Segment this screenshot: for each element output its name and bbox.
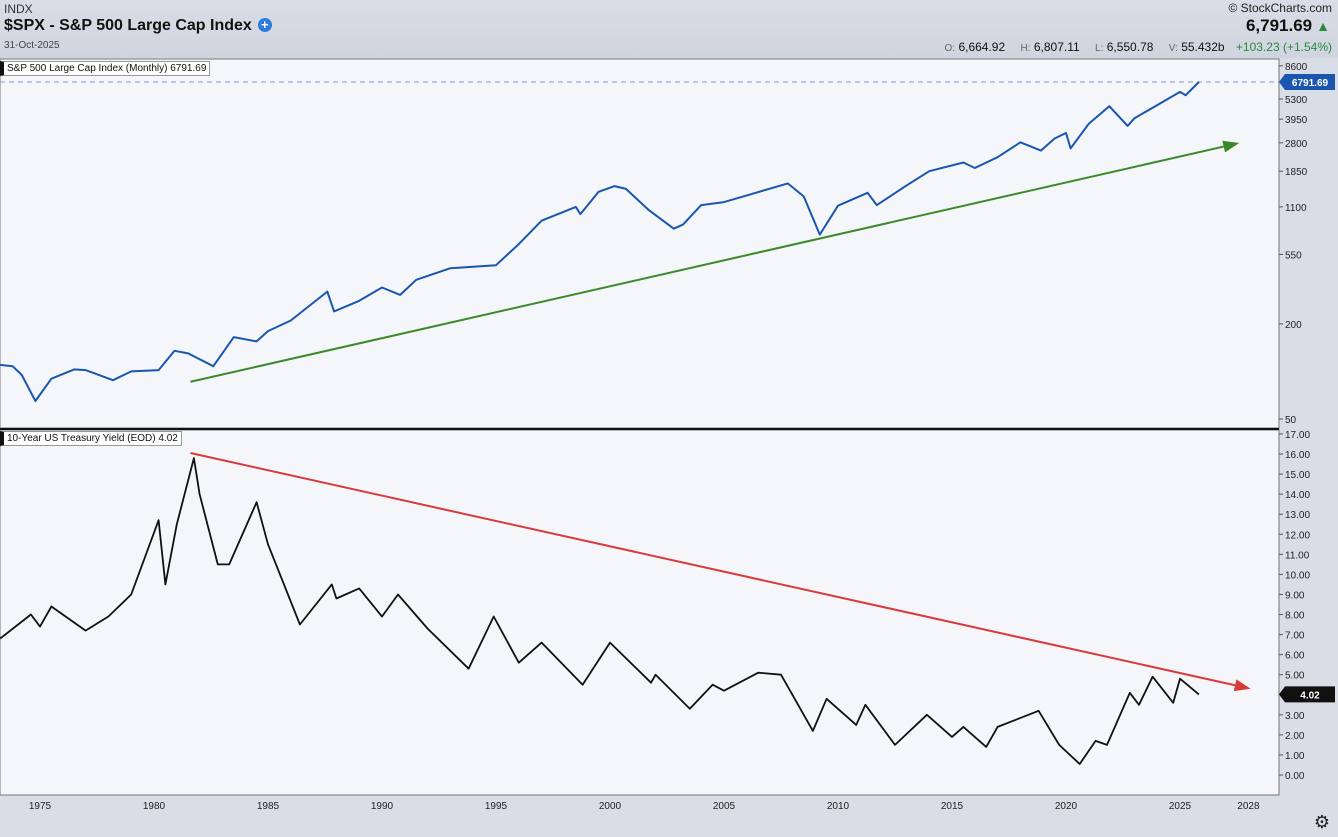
spx-y-tick-label: 1100	[1285, 203, 1307, 214]
x-tick-label: 2028	[1237, 801, 1260, 812]
yield-y-tick-label: 6.00	[1285, 651, 1305, 662]
spx-y-tick-label: 1850	[1285, 167, 1308, 178]
spx-line	[0, 81, 1200, 402]
low-value: 6,550.78	[1106, 40, 1154, 54]
spx-y-tick-label: 550	[1285, 250, 1302, 261]
yield-y-tick-label: 14.00	[1285, 490, 1310, 501]
spx-y-tick-label: 2800	[1285, 139, 1308, 150]
spx-y-tick-label: 5300	[1285, 95, 1308, 106]
spx-y-tick-label: 3950	[1285, 115, 1308, 126]
yield-y-tick-label: 8.00	[1285, 611, 1305, 622]
yield-y-tick-label: 7.00	[1285, 631, 1305, 642]
yield-y-tick-label: 13.00	[1285, 510, 1310, 521]
yield-y-tick-label: 11.00	[1285, 550, 1310, 561]
yield-y-tick-label: 1.00	[1285, 751, 1305, 762]
x-tick-label: 1980	[143, 801, 166, 812]
x-tick-label: 2025	[1169, 801, 1192, 812]
yield-y-tick-label: 15.00	[1285, 470, 1310, 481]
symbol-title-text: $SPX - S&P 500 Large Cap Index	[4, 17, 252, 34]
x-tick-label: 2000	[599, 801, 622, 812]
x-tick-label: 2005	[713, 801, 736, 812]
yield-y-tick-label: 3.00	[1285, 711, 1305, 722]
spx-trendline	[190, 145, 1224, 383]
price-change: +103.23 (+1.54%)	[1235, 40, 1332, 54]
volume-value: 55.432b	[1181, 40, 1225, 54]
volume-label: V:	[1168, 43, 1178, 54]
yield-y-tick-label: 12.00	[1285, 530, 1310, 541]
exchange-label: INDX	[4, 2, 33, 16]
spx-y-tick-label: 200	[1285, 320, 1302, 331]
spx-last-value-tag: 6791.69	[1292, 78, 1329, 89]
yield-trendline-arrowhead	[1233, 679, 1251, 692]
up-arrow-icon: ▲	[1316, 18, 1330, 34]
yield-y-tick-label: 2.00	[1285, 731, 1305, 742]
ohlc-bar: O: 6,664.92 H: 6,807.11 L: 6,550.78 V: 5…	[933, 40, 1332, 54]
yield-last-value-tag-bg	[1279, 686, 1335, 703]
brand-logo[interactable]: © StockCharts.com	[1228, 1, 1332, 15]
x-tick-label: 2015	[941, 801, 964, 812]
open-label: O:	[944, 43, 956, 54]
yield-y-tick-label: 0.00	[1285, 771, 1305, 782]
chart-date: 31-Oct-2025	[4, 40, 60, 51]
x-tick-label: 1990	[371, 801, 394, 812]
x-tick-label: 2020	[1055, 801, 1078, 812]
low-label: L:	[1095, 43, 1104, 54]
yield-y-tick-label: 10.00	[1285, 570, 1310, 581]
open-value: 6,664.92	[958, 40, 1006, 54]
x-tick-label: 1995	[485, 801, 508, 812]
yield-y-tick-label: 9.00	[1285, 590, 1305, 601]
yield-y-tick-label: 16.00	[1285, 450, 1310, 461]
last-price: 6,791.69 ▲	[1246, 16, 1330, 36]
spx-legend: S&P 500 Large Cap Index (Monthly) 6791.6…	[0, 61, 211, 76]
spx-y-tick-label: 50	[1285, 415, 1297, 426]
chart-header: INDX $SPX - S&P 500 Large Cap Index + 31-…	[0, 0, 1338, 58]
spx-last-value-tag-bg	[1279, 73, 1335, 90]
x-tick-label: 1985	[257, 801, 280, 812]
symbol-title: $SPX - S&P 500 Large Cap Index +	[4, 17, 272, 35]
yield-y-tick-label: 17.00	[1285, 430, 1310, 441]
spx-panel	[0, 58, 1280, 429]
x-tick-label: 2010	[827, 801, 850, 812]
settings-gear-icon[interactable]: ⚙	[1313, 812, 1330, 832]
yield-legend: 10-Year US Treasury Yield (EOD) 4.02	[0, 431, 182, 446]
spx-y-tick-label: 8600	[1285, 62, 1308, 73]
x-tick-label: 1975	[29, 801, 52, 812]
yield-last-value-tag: 4.02	[1300, 690, 1320, 701]
spx-trendline-arrowhead	[1222, 140, 1240, 153]
high-label: H:	[1020, 43, 1031, 54]
yield-trendline	[190, 452, 1236, 687]
yield-y-tick-label: 5.00	[1285, 671, 1305, 682]
high-value: 6,807.11	[1033, 40, 1080, 54]
last-price-value: 6,791.69	[1245, 16, 1313, 35]
yield-panel	[0, 429, 1280, 796]
yield-line	[0, 457, 1200, 765]
add-icon[interactable]: +	[257, 18, 272, 32]
